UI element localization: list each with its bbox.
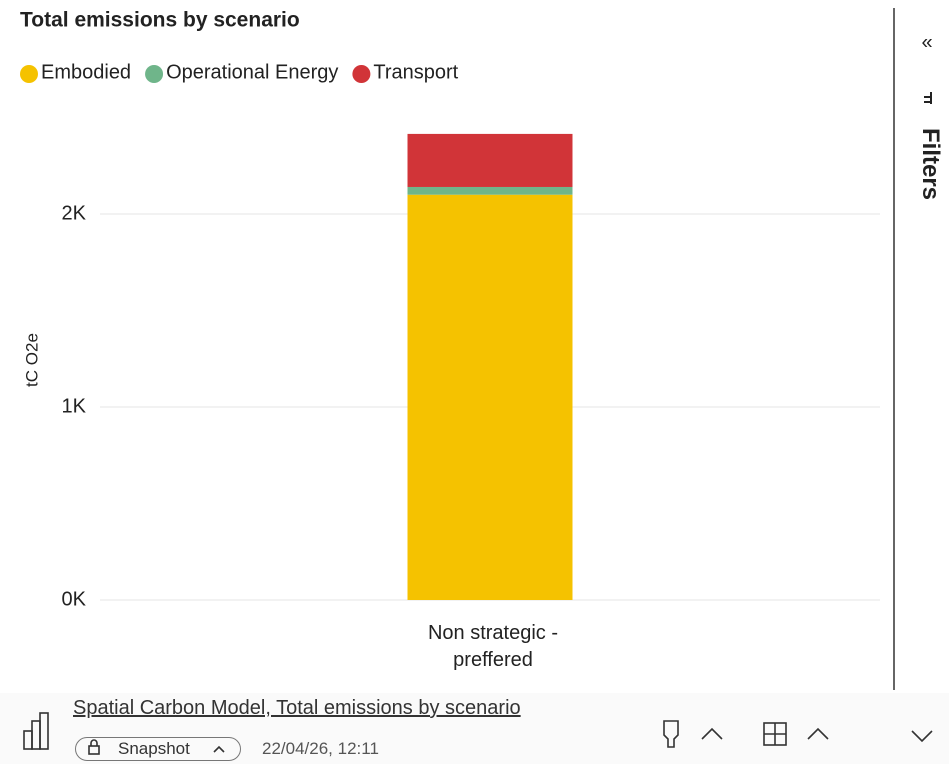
footer-icons [23,712,933,755]
filter-icon [924,92,932,104]
bar-segment [407,133,573,187]
badge-text: Snapshot [118,739,190,758]
filters-strip: « [893,8,933,690]
legend-dot [145,65,164,83]
footer: Spatial Carbon Model, Total emissions by… [0,693,949,764]
legend-label: Operational Energy [166,61,338,83]
chart: Total emissions by scenario tC O2e 0K 1K 2… [20,9,880,610]
legend-dot [20,65,38,83]
x-tick-label: Non strategic - preffered [427,622,559,671]
legend-dot [352,65,371,83]
visual-title-link[interactable]: Spatial Carbon Model, Total emissions by… [73,697,521,719]
collapse-icon[interactable]: « [921,31,932,53]
bar-segment [407,194,573,600]
snapshot-badge[interactable]: Snapshot [75,737,241,761]
timestamp: 22/04/26, 12:11 [262,739,379,758]
legend-label: Transport [373,61,458,83]
y-tick-label: 0K [62,588,87,610]
y-tick-label: 1K [62,395,87,417]
y-axis-label: tC O2e [22,333,41,387]
legend-label: Embodied [41,61,131,83]
y-tick-label: 2K [62,202,87,224]
bar-segment [407,186,573,195]
chart-title: Total emissions by scenario [20,9,300,32]
filters-label[interactable]: Filters [917,128,944,201]
